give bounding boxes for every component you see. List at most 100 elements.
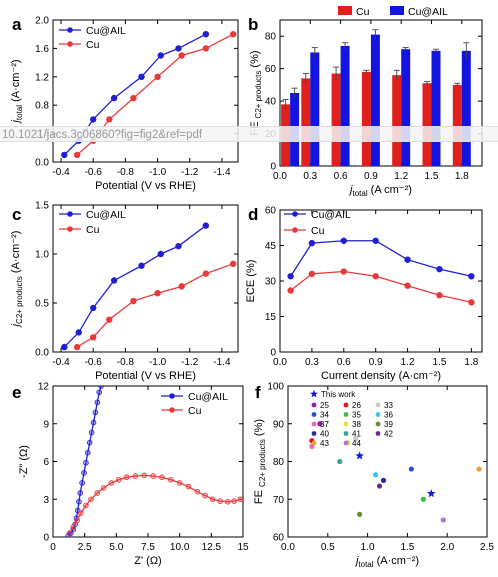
legend-label-ref-42: 42 — [384, 430, 393, 439]
data-point-cu — [116, 476, 122, 483]
axis-title-part: Z' (Ω) — [134, 555, 161, 567]
axis-title-part: Potential (V vs RHE) — [95, 370, 196, 382]
ref-point-35 — [420, 496, 426, 502]
y-axis-title: jC2+ products (A·cm⁻²) — [10, 231, 24, 329]
data-point-cu-ail — [85, 449, 91, 456]
x-tick-label: -1.2 — [181, 167, 199, 178]
y-tick-label: 80 — [265, 32, 277, 43]
x-tick-label: 1.2 — [394, 171, 408, 182]
legend-marker-ref-43 — [311, 440, 317, 446]
series-line-cu — [290, 270, 472, 303]
ref-point-43 — [476, 466, 482, 472]
data-point-cu — [83, 502, 89, 509]
y-tick-label: 30 — [265, 277, 277, 288]
y-tick-label: 15 — [265, 312, 277, 323]
x-tick-label: 15 — [237, 542, 249, 553]
data-point-cu — [123, 474, 130, 481]
y-tick-label: 9 — [43, 419, 49, 430]
x-tick-label: -1.4 — [213, 357, 231, 368]
data-point-cu-ail — [404, 256, 411, 263]
x-axis-title: Current density (A·cm⁻²) — [321, 370, 441, 382]
axis-title-part: FE — [253, 487, 265, 504]
data-point-cu — [194, 488, 201, 495]
data-point-cu — [202, 270, 210, 277]
data-point-cu — [159, 474, 165, 481]
chart-a: -0.4-0.6-0.8-1.0-1.2-1.40.00.40.81.21.62… — [10, 16, 239, 192]
legend-label-cu-ail: Cu@AIL — [408, 6, 448, 18]
ref-point-42 — [376, 483, 383, 489]
data-point-cu — [168, 476, 174, 483]
y-tick-label: 100 — [267, 382, 284, 393]
legend-swatch-cu-ail — [390, 6, 404, 15]
legend-marker-cu — [67, 226, 73, 232]
y-axis-title: FE C2+ products (%) — [249, 50, 263, 135]
ref-point-44 — [440, 517, 446, 523]
data-point-cu-ail — [110, 277, 118, 284]
axis-title-part: C2+ products — [258, 439, 267, 487]
axis-title-part: total — [358, 560, 373, 569]
data-point-cu-ail — [90, 116, 97, 123]
data-point-cu — [106, 116, 113, 123]
ref-point-36 — [372, 472, 379, 478]
x-tick-label: 2.5 — [78, 542, 92, 553]
legend-label-ref-38: 38 — [352, 420, 361, 429]
data-point-cu-ail — [76, 498, 82, 505]
data-point-cu-ail — [79, 480, 85, 486]
bar-cu — [301, 78, 311, 166]
x-tick-label: 0.0 — [273, 171, 287, 182]
data-point-cu-ail — [86, 439, 93, 446]
legend-label-cu-ail: Cu@AIL — [311, 209, 351, 221]
y-tick-label: 12 — [38, 382, 50, 393]
bar-cu — [392, 75, 402, 166]
legend-label-ref-41: 41 — [352, 430, 361, 439]
x-tick-label: 7.5 — [141, 542, 155, 553]
legend-marker-ref-42 — [375, 431, 381, 436]
data-point-cu-ail — [92, 409, 99, 416]
y-tick-label: 60 — [265, 206, 277, 217]
legend-label-ref-26: 26 — [352, 401, 361, 410]
legend-label-cu: Cu — [86, 39, 100, 51]
x-tick-label: -0.4 — [52, 167, 70, 178]
y-tick-label: 60 — [273, 533, 285, 544]
ref-point-39 — [357, 511, 363, 517]
ref-point-25 — [317, 421, 323, 427]
y-tick-label: 40 — [265, 97, 277, 108]
y-tick-label: 0 — [270, 348, 276, 359]
data-point-cu — [106, 316, 113, 323]
plot-area — [287, 237, 475, 306]
y-tick-label: 0.5 — [35, 299, 49, 310]
legend-marker-ref-26 — [343, 402, 349, 408]
plot-frame — [52, 204, 239, 353]
ref-point-40 — [380, 477, 387, 483]
data-point-cu — [94, 490, 101, 496]
axis-title-part: Current density (A·cm⁻²) — [321, 370, 441, 382]
data-point-cu-ail — [308, 239, 316, 247]
x-tick-label: 2.5 — [480, 542, 494, 553]
axis-title-part: (A·cm⁻²) — [10, 231, 22, 277]
chart-b: 0.00.30.60.91.21.51.8020406080jtotal (A … — [249, 6, 483, 198]
legend-label-cu-ail: Cu@AIL — [86, 209, 126, 221]
axis-title-part: j — [10, 120, 22, 125]
x-tick-label: 0.9 — [369, 357, 383, 368]
plot-frame — [52, 19, 239, 163]
data-point-cu — [73, 151, 81, 159]
plot-area — [61, 222, 237, 351]
data-point-cu — [150, 473, 156, 479]
data-point-cu — [108, 480, 115, 486]
bar-cu — [452, 84, 462, 166]
x-tick-label: 0.3 — [303, 171, 317, 182]
panel-letter-f: f — [255, 383, 261, 402]
y-tick-label: 0 — [270, 162, 276, 173]
x-tick-label: 1.2 — [401, 357, 415, 368]
data-point-cu — [130, 94, 137, 102]
x-tick-label: -0.8 — [117, 167, 135, 178]
legend-label-cu: Cu — [86, 224, 100, 236]
data-point-cu — [100, 485, 107, 491]
ref-point-41 — [337, 458, 343, 465]
series-line-cu-ail — [63, 225, 207, 348]
bar-cu — [361, 71, 371, 166]
x-axis-title: Potential (V vs RHE) — [95, 180, 196, 192]
data-point-cu-ail — [157, 52, 164, 59]
panel-letter-d: d — [248, 205, 258, 224]
bar-cu — [331, 73, 341, 166]
